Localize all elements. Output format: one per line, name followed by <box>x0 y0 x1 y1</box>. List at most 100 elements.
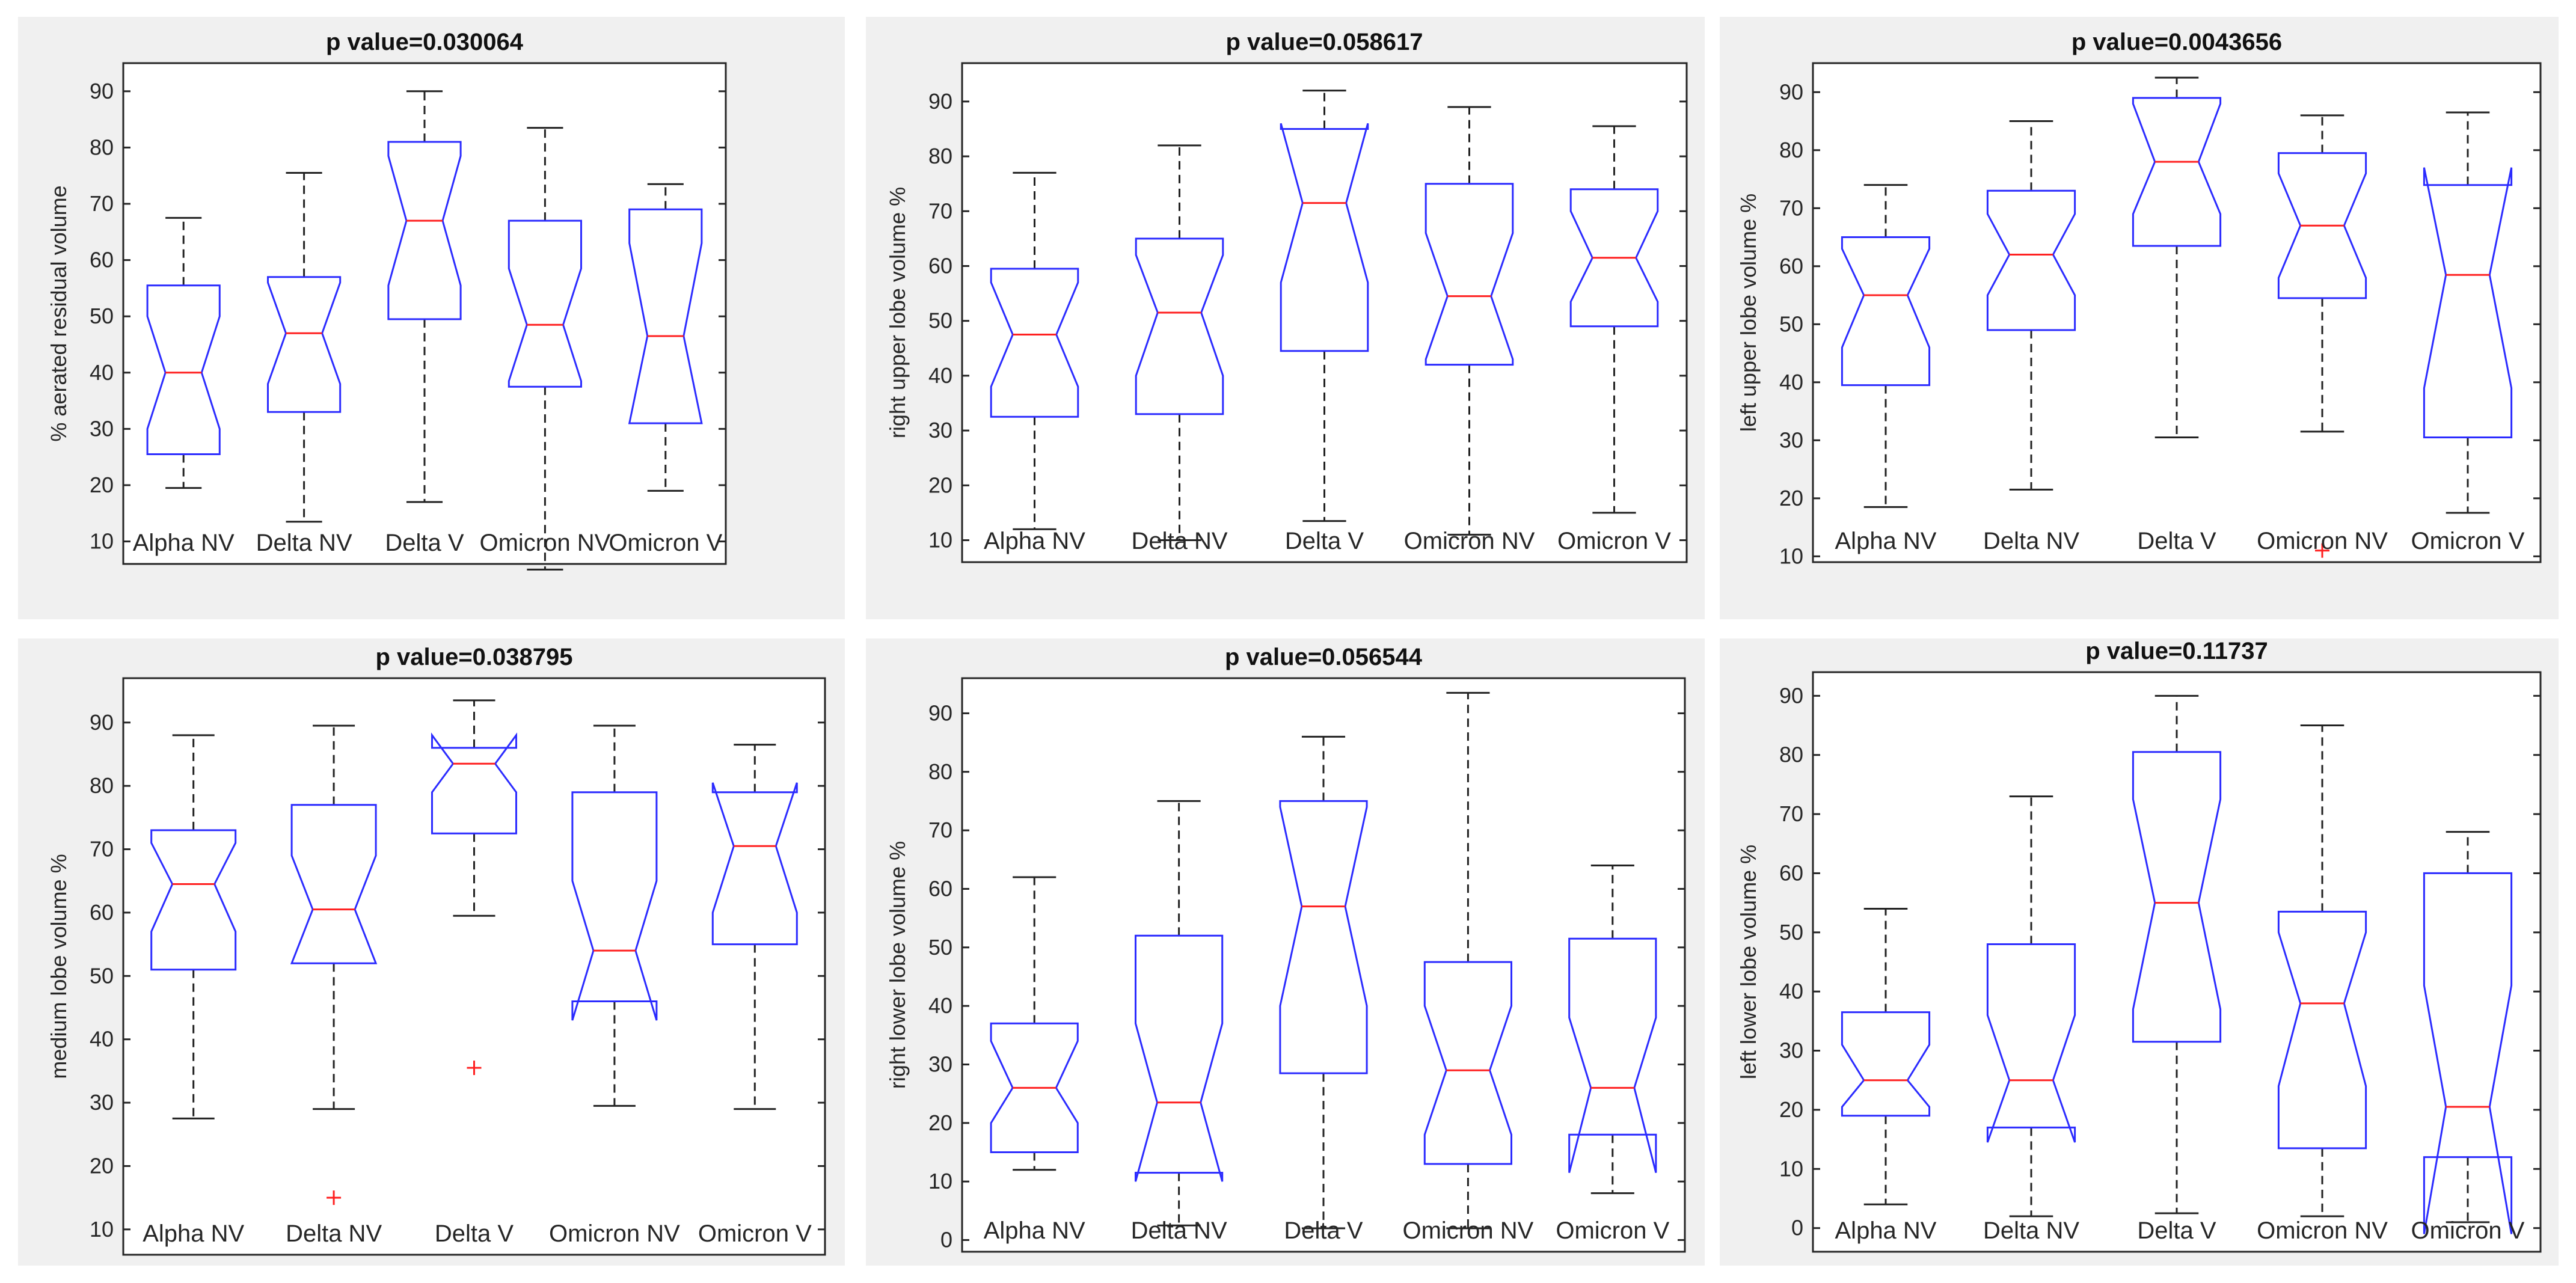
box-omicron-v: Omicron V <box>2411 111 2525 554</box>
category-label: Delta V <box>435 1220 514 1247</box>
y-tick-label: 60 <box>928 876 952 901</box>
y-axis-label: % aerated residual volume <box>46 185 71 441</box>
category-label: Delta NV <box>1983 1217 2079 1244</box>
y-tick-label: 30 <box>928 418 952 442</box>
chart-panel-1: p value=0.030064 10 20 30 40 50 60 70 80 90 % aera… <box>18 17 845 619</box>
axes-frame <box>1812 62 2542 563</box>
y-tick-label: 90 <box>1779 683 1803 708</box>
outlier-marker <box>2315 543 2329 558</box>
chart-title: p value=0.038795 <box>375 644 572 670</box>
notched-box <box>431 732 517 834</box>
notched-box <box>1986 943 2076 1143</box>
box-omicron-nv: Omicron NV <box>2257 724 2388 1244</box>
box-omicron-nv: Omicron NV <box>549 724 680 1247</box>
category-label: Omicron V <box>1556 1217 1669 1244</box>
y-tick-label: 80 <box>928 759 952 784</box>
box-delta-v: Delta V <box>1280 90 1369 554</box>
y-tick-label: 80 <box>1779 743 1803 767</box>
axes-frame <box>961 677 1686 1253</box>
box-delta-nv: Delta NV <box>1131 800 1227 1244</box>
y-axis-label: right upper lobe volume % <box>885 187 910 438</box>
y-tick-label: 70 <box>90 837 114 862</box>
category-label: Delta NV <box>256 530 352 556</box>
box-alpha-nv: Alpha NV <box>1835 907 1937 1244</box>
y-tick-label: 90 <box>928 700 952 725</box>
outlier-marker <box>327 1190 342 1205</box>
y-tick-label: 80 <box>928 144 952 168</box>
notched-box <box>150 829 237 971</box>
chart-panel-3: p value=0.0043656 10 20 30 40 50 60 70 80 90 left … <box>1720 17 2559 619</box>
y-tick-label: 10 <box>928 1169 952 1193</box>
y-tick-label: 50 <box>90 304 114 328</box>
category-label: Alpha NV <box>984 1217 1085 1244</box>
y-tick-label: 10 <box>1779 544 1803 568</box>
axes-frame <box>122 677 826 1256</box>
y-axis-label: left lower lobe volume % <box>1736 845 1761 1079</box>
box-delta-nv: Delta NV <box>286 724 382 1247</box>
axes-frame <box>1812 671 2542 1253</box>
box-delta-nv: Delta NV <box>1131 144 1228 554</box>
y-axis-label: medium lobe volume % <box>46 854 71 1079</box>
category-label: Omicron NV <box>549 1220 680 1247</box>
notched-box <box>1568 937 1657 1173</box>
y-tick-label: 40 <box>928 363 952 388</box>
notched-box <box>1280 123 1369 352</box>
box-delta-nv: Delta NV <box>256 172 352 556</box>
y-tick-label: 0 <box>940 1228 952 1252</box>
chart-title: p value=0.056544 <box>1225 644 1423 670</box>
box-omicron-nv: Omicron NV <box>1404 106 1535 554</box>
notched-box <box>628 208 703 424</box>
y-tick-label: 70 <box>928 818 952 842</box>
category-label: Alpha NV <box>1835 528 1937 554</box>
notched-box <box>1569 188 1659 328</box>
y-tick-label: 40 <box>1779 979 1803 1003</box>
y-tick-label: 50 <box>1779 920 1803 945</box>
chart-panel-5: p value=0.056544 0 10 20 30 40 50 60 70 80 90 right… <box>866 638 1705 1266</box>
y-tick-label: 10 <box>90 529 114 554</box>
category-label: Alpha NV <box>143 1220 244 1247</box>
y-tick-label: 20 <box>90 1153 114 1178</box>
notched-box <box>1423 961 1512 1165</box>
y-tick-label: 70 <box>928 198 952 223</box>
notched-box <box>990 1022 1079 1153</box>
chart-panel-4: p value=0.038795 10 20 30 40 50 60 70 80 90 medium… <box>18 638 845 1266</box>
box-alpha-nv: Alpha NV <box>984 876 1085 1244</box>
chart-title: p value=0.11737 <box>2085 638 2268 664</box>
notched-box <box>2132 97 2222 247</box>
notched-box <box>508 219 582 388</box>
category-label: Omicron V <box>1557 528 1671 554</box>
category-label: Omicron NV <box>1402 1217 1533 1244</box>
box-omicron-v: Omicron V <box>1556 865 1670 1244</box>
box-omicron-v: Omicron V <box>2411 831 2525 1244</box>
category-label: Delta V <box>2137 1217 2216 1244</box>
y-axis-label: left upper lobe volume % <box>1736 194 1761 432</box>
y-axis-label: right lower lobe volume % <box>885 841 910 1089</box>
category-label: Omicron NV <box>2257 1217 2388 1244</box>
y-tick-label: 60 <box>90 900 114 925</box>
category-label: Delta NV <box>1983 528 2079 554</box>
category-label: Delta NV <box>1131 1217 1227 1244</box>
category-label: Omicron V <box>698 1220 812 1247</box>
category-label: Omicron NV <box>1404 528 1535 554</box>
chart-title: p value=0.030064 <box>326 29 524 55</box>
category-label: Omicron V <box>609 530 722 556</box>
category-label: Delta V <box>2137 528 2216 554</box>
notched-box <box>571 791 658 1021</box>
y-tick-label: 90 <box>928 89 952 114</box>
y-tick-label: 20 <box>90 473 114 497</box>
y-tick-label: 30 <box>90 1090 114 1115</box>
y-tick-label: 90 <box>90 79 114 103</box>
y-tick-label: 70 <box>1779 801 1803 826</box>
y-tick-label: 50 <box>90 963 114 988</box>
y-tick-label: 70 <box>1779 195 1803 220</box>
box-delta-nv: Delta NV <box>1983 120 2079 554</box>
axes-frame <box>122 62 727 565</box>
category-label: Omicron V <box>2411 528 2525 554</box>
box-alpha-nv: Alpha NV <box>984 171 1085 554</box>
y-tick-label: 80 <box>90 773 114 798</box>
y-tick-label: 50 <box>1779 311 1803 336</box>
notched-box <box>1279 800 1368 1074</box>
y-tick-label: 20 <box>928 473 952 497</box>
box-alpha-nv: Alpha NV <box>133 216 235 556</box>
